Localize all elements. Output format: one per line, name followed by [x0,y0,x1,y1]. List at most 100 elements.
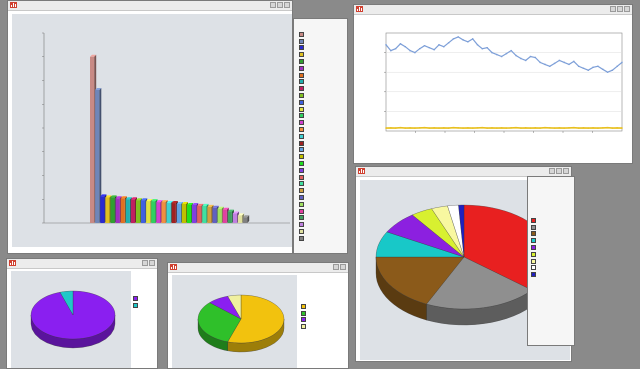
data-point [592,127,594,129]
window-titlebar[interactable] [168,263,348,273]
bar-top [146,199,153,202]
legend-item [299,181,306,188]
data-point [616,65,618,68]
bar-top [141,198,148,201]
legend-item [299,167,306,174]
minimize-button[interactable] [549,168,555,174]
legend-item [299,79,306,86]
close-button[interactable] [149,260,155,266]
bar [105,197,110,223]
bar [232,213,237,223]
data-point [467,41,469,43]
maximize-button[interactable] [277,2,283,8]
pie-slice [458,204,465,258]
legend-swatch [299,120,304,126]
legend-swatch [133,302,138,308]
series-line [385,36,623,73]
data-point [390,127,392,129]
legend-item [531,244,538,251]
bar-top [156,200,163,203]
legend-item [299,133,306,140]
data-point [568,127,570,129]
data-point [486,127,488,129]
pie-chart [30,290,116,349]
bar-top [227,209,234,212]
bar [181,204,186,223]
legend-swatch [531,258,536,264]
minimize-button[interactable] [610,6,616,12]
minimize-button[interactable] [270,2,276,8]
bar [110,197,115,223]
legend-swatch [531,265,536,271]
legend-swatch [299,229,304,234]
data-point [520,57,522,60]
legend-item [299,72,306,79]
data-point [399,126,402,129]
data-point [390,49,392,52]
minimize-button[interactable] [333,264,339,270]
data-point [616,127,618,129]
window-titlebar[interactable] [7,259,157,269]
line-chart-window[interactable] [353,4,633,164]
legend-swatch [299,222,304,228]
data-point [587,127,589,129]
data-point [621,127,623,129]
close-button[interactable] [563,168,569,174]
pie-slice [209,296,242,320]
bar [115,198,120,223]
data-point [592,66,594,68]
close-button[interactable] [284,2,290,8]
data-point [496,127,498,129]
pie-small2-window[interactable] [167,262,349,369]
bar-top [186,202,194,205]
legend-item [299,174,306,181]
bar [192,204,197,223]
data-point [621,61,623,64]
legend-swatch [301,324,306,330]
legend-item [301,310,308,317]
data-point [462,39,464,41]
bar [176,204,181,223]
legend-item [299,45,306,52]
bar [130,199,135,223]
maximize-button[interactable] [617,6,623,12]
data-point [443,127,445,129]
bar-top [105,195,112,198]
bar-top [120,196,127,199]
data-point [563,61,565,64]
window-titlebar[interactable] [356,167,571,177]
legend-item [299,153,306,160]
legend-swatch [299,93,304,99]
app-icon [358,168,365,174]
close-button[interactable] [624,6,630,12]
data-point [399,43,402,45]
legend-item [299,106,306,113]
maximize-button[interactable] [556,168,562,174]
pie-small2-legend [301,303,308,330]
bar-chart-window[interactable] [7,0,293,254]
bar [243,217,248,223]
legend-swatch [299,45,304,51]
bar [146,201,151,223]
bar [186,204,192,223]
data-point [394,127,397,129]
legend-swatch [299,65,304,71]
minimize-button[interactable] [142,260,148,266]
close-button[interactable] [340,264,346,270]
pie-small1-window[interactable] [6,258,158,369]
window-titlebar[interactable] [354,5,632,15]
data-point [491,127,493,129]
window-titlebar[interactable] [8,1,292,11]
data-point [394,47,397,50]
data-point [587,69,589,71]
legend-item [299,215,306,222]
legend-swatch [299,31,304,37]
data-point [606,126,609,129]
bar-top [212,205,219,208]
data-point [534,56,537,59]
pie-large-legend [531,217,538,278]
data-point [553,127,556,129]
data-point [606,71,609,73]
bar-top [151,199,158,202]
legend-item [301,303,308,310]
